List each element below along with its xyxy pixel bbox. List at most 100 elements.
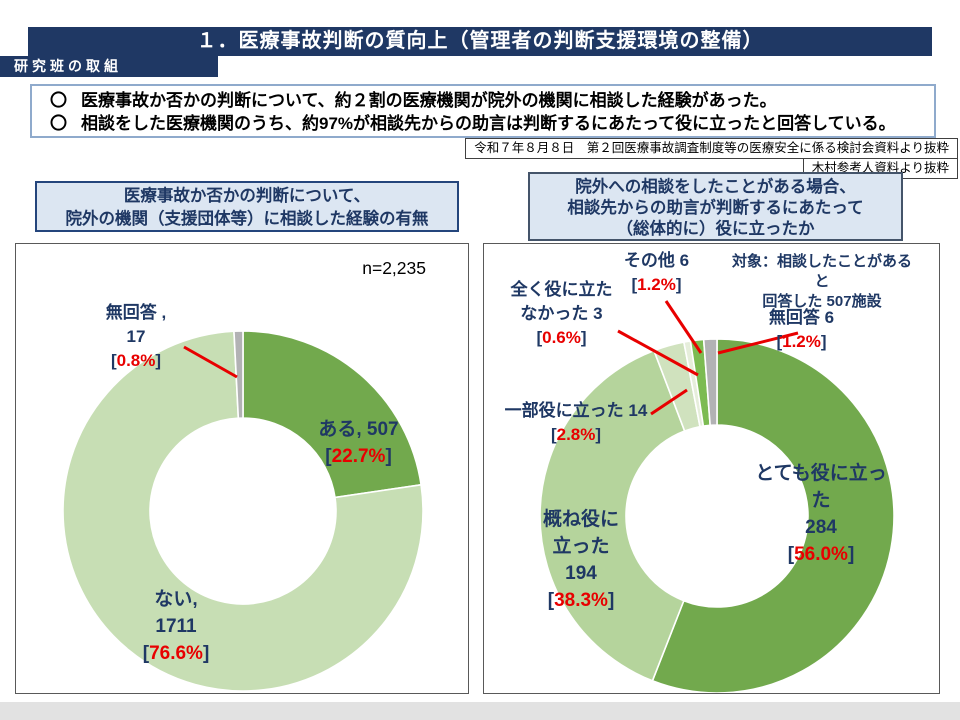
callout-line: 一部役に立った 14 [504,401,648,420]
pct-bracket: [ [776,332,783,351]
right-chart-panel: 対象：相談したことがあると 回答した 507施設 その他 6 [1.2%] 全く… [483,243,940,694]
pct-bracket: ] [820,332,827,351]
pct-bracket: [ [631,275,638,294]
pct-value: 38.3% [554,590,608,611]
pct-bracket: [ [142,643,150,664]
callout-percent: [38.3%] [516,587,646,614]
pct-value: 22.7% [331,446,386,467]
callout-percent: [56.0%] [746,541,896,568]
callout-mostly-useful: 概ね役に 立った 194 [38.3%] [516,506,646,614]
right-chart-header: 院外への相談をしたことがある場合、 相談先からの助言が判断するにあたって （総体… [528,172,903,241]
callout-partly-useful: 一部役に立った 14 [2.8%] [486,399,666,447]
left-leader-lines [183,345,238,379]
callout-line: 無回答 , [105,303,167,322]
callout-line: 全く役に立た [510,280,613,299]
leader-line-no-answer [717,331,799,355]
pct-bracket: [ [787,544,795,565]
leader-line-partly-useful [650,388,688,416]
donut-slice-とても役に立った [651,338,895,693]
callout-line: 17 [126,327,146,346]
callout-line: た [811,490,831,511]
right-leader-lines [617,300,799,416]
pct-bracket: ] [595,425,602,444]
callout-line: とても役に立っ [755,463,887,484]
pct-bracket: ] [385,446,392,467]
callout-line: 194 [565,563,597,584]
pct-bracket: [ [325,446,332,467]
target-note-line: 回答した 507施設 [762,293,882,310]
callout-line: 1711 [155,616,197,637]
callout-other: その他 6 [1.2%] [594,249,719,297]
callout-yes: ある, 507 [22.7%] [286,416,431,470]
bottom-gray-band [0,702,960,720]
section-tab-research-group: 研究班の取組 [0,56,218,77]
target-note-line: 対象：相談したことがあると [731,253,912,290]
donut-slice-無回答 [233,330,244,419]
bullet-circle-icon: 〇 [50,114,67,133]
summary-bullet-text: 医療事故か否かの判断について、約２割の医療機関が院外の機関に相談した経験があった… [81,91,777,110]
pct-value: 1.2% [637,275,676,294]
callout-line: ない, [154,589,198,610]
pct-bracket: ] [155,351,162,370]
pct-bracket: [ [110,351,117,370]
donut-slice-無回答 [702,338,718,427]
callout-percent: [0.6%] [489,326,634,350]
summary-bullet-text: 相談をした医療機関のうち、約97%が相談先からの助言は判断するにあたって役に立っ… [81,114,896,133]
left-chart-header: 医療事故か否かの判断について、 院外の機関（支援団体等）に相談した経験の有無 [35,181,459,232]
pct-value: 56.0% [794,544,848,565]
callout-line: 概ね役に [542,509,619,530]
pct-value: 76.6% [149,643,203,664]
pct-bracket: ] [847,544,855,565]
right-chart-header-line: 相談先からの助言が判断するにあたって [567,199,864,217]
callout-percent: [76.6%] [111,640,241,667]
donut-slice-ある [242,330,422,499]
callout-percent: [0.8%] [71,349,201,373]
left-chart-panel: n=2,235 無回答 , 17 [0.8%] ある, 507 [22.7%] … [15,243,469,694]
pct-value: 2.8% [556,425,596,444]
leader-line-no-answer [183,345,238,379]
right-chart-header-line: 院外への相談をしたことがある場合、 [575,178,856,196]
leader-line-other [664,300,703,354]
donut-slice-ない [62,330,424,692]
summary-box: 〇 医療事故か否かの判断について、約２割の医療機関が院外の機関に相談した経験があ… [30,84,936,138]
callout-percent: [2.8%] [486,423,666,447]
summary-bullet-1: 〇 医療事故か否かの判断について、約２割の医療機関が院外の機関に相談した経験があ… [50,89,934,112]
callout-very-useful: とても役に立っ た 284 [56.0%] [746,460,896,568]
pct-bracket: ] [607,590,615,611]
right-chart-header-line: （総体的に）役に立ったか [616,220,815,238]
callout-line: その他 6 [623,251,690,270]
callout-percent: [1.2%] [594,273,719,297]
summary-bullet-2: 〇 相談をした医療機関のうち、約97%が相談先からの助言は判断するにあたって役に… [50,112,934,135]
callout-not-useful: 全く役に立た なかった 3 [0.6%] [489,278,634,350]
leader-line-not-useful [617,329,699,377]
callout-line: ある, 507 [318,419,399,440]
pct-value: 0.6% [542,328,581,347]
target-note: 対象：相談したことがあると 回答した 507施設 [726,252,918,312]
left-chart-header-line: 医療事故か否かの判断について、 [123,187,371,205]
pct-bracket: ] [675,275,682,294]
pct-bracket: ] [202,643,210,664]
sample-size-label: n=2,235 [362,258,426,278]
callout-percent: [22.7%] [286,443,431,470]
callout-no-answer: 無回答 6 [1.2%] [739,306,864,354]
callout-percent: [1.2%] [739,330,864,354]
callout-line: 立った [552,536,610,557]
pct-bracket: [ [550,425,557,444]
callout-line: なかった 3 [520,304,603,323]
pct-value: 0.8% [116,351,156,370]
pct-bracket: ] [580,328,587,347]
callout-no: ない, 1711 [76.6%] [111,586,241,667]
donut-slice-概ね役に立った [539,349,686,682]
source-attribution-1: 令和７年８月８日 第２回医療事故調査制度等の医療安全に係る検討会資料より抜粋 [465,138,958,159]
bullet-circle-icon: 〇 [50,91,67,110]
left-donut-chart [62,330,424,692]
callout-no-answer: 無回答 , 17 [0.8%] [71,301,201,373]
callout-line: 無回答 6 [768,308,835,327]
pct-value: 1.2% [782,332,821,351]
pct-bracket: [ [536,328,543,347]
left-chart-header-line: 院外の機関（支援団体等）に相談した経験の有無 [65,210,429,228]
page-title: １．医療事故判断の質向上（管理者の判断支援環境の整備） [28,27,932,56]
pct-bracket: [ [547,590,555,611]
right-donut-chart [539,300,895,693]
callout-line: 284 [805,517,837,538]
